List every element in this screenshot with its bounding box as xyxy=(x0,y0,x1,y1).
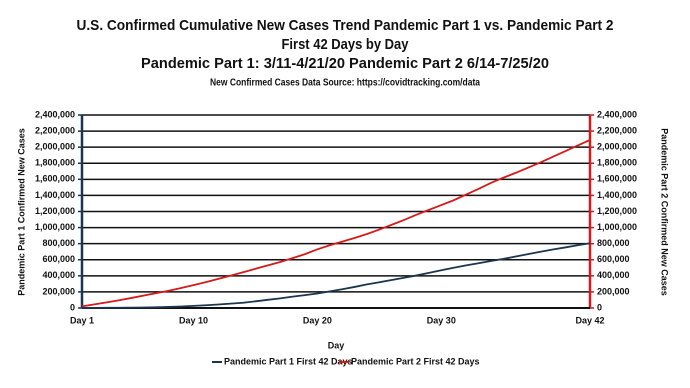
y-tick-label: 2,200,000 xyxy=(35,125,75,135)
chart-title: First 42 Days by Day xyxy=(282,36,410,53)
y-tick-label: 1,000,000 xyxy=(35,222,75,232)
legend: Pandemic Part 1 First 42 Days Pandemic P… xyxy=(212,356,480,366)
x-tick-label: Day 30 xyxy=(427,315,456,325)
y-tick-label: 1,400,000 xyxy=(35,190,75,200)
y-tick-label: 2,000,000 xyxy=(35,142,75,152)
y2-tick-label: 1,600,000 xyxy=(597,174,637,184)
legend-label: Pandemic Part 1 First 42 Days xyxy=(224,356,353,366)
x-tick-label: Day 1 xyxy=(70,315,94,325)
y2-tick-label: 800,000 xyxy=(597,238,630,248)
y2-tick-label: 400,000 xyxy=(597,270,630,280)
y2-tick-label: 0 xyxy=(597,302,602,312)
x-tick-label: Day 10 xyxy=(179,315,208,325)
y-tick-label: 1,600,000 xyxy=(35,174,75,184)
y-tick-label: 1,800,000 xyxy=(35,158,75,168)
chart-title: U.S. Confirmed Cumulative New Cases Tren… xyxy=(77,17,614,34)
y-axis-label: Pandemic Part 1 Confirmed New Cases xyxy=(16,128,26,296)
y-tick-label: 600,000 xyxy=(42,254,75,264)
y2-tick-label: 2,400,000 xyxy=(597,109,637,119)
chart-title: Pandemic Part 1: 3/11-4/21/20 Pandemic P… xyxy=(141,55,549,72)
y2-tick-label: 1,800,000 xyxy=(597,158,637,168)
series-line xyxy=(81,242,591,309)
y2-tick-label: 2,000,000 xyxy=(597,142,637,152)
y2-tick-label: 1,200,000 xyxy=(597,206,637,216)
y-tick-label: 400,000 xyxy=(42,270,75,280)
y-tick-label: 2,400,000 xyxy=(35,109,75,119)
x-tick-label: Day 20 xyxy=(303,315,332,325)
y2-tick-label: 200,000 xyxy=(597,286,630,296)
y2-tick-label: 2,200,000 xyxy=(597,125,637,135)
y-tick-label: 0 xyxy=(70,302,75,312)
legend-label: Pandemic Part 2 First 42 Days xyxy=(351,356,480,366)
y-tick-label: 800,000 xyxy=(42,238,75,248)
y-tick-label: 200,000 xyxy=(42,286,75,296)
y-tick-label: 1,200,000 xyxy=(35,206,75,216)
y2-tick-label: 1,000,000 xyxy=(597,222,637,232)
y2-tick-label: 600,000 xyxy=(597,254,630,264)
x-axis-label: Day xyxy=(328,340,345,350)
y2-axis-label: Pandemic Part 2 Confirmed New Cases xyxy=(660,128,670,296)
chart-subtitle: New Confirmed Cases Data Source: https:/… xyxy=(210,78,480,89)
y2-tick-label: 1,400,000 xyxy=(597,190,637,200)
series-line xyxy=(81,139,591,308)
x-tick-label: Day 42 xyxy=(575,315,604,325)
